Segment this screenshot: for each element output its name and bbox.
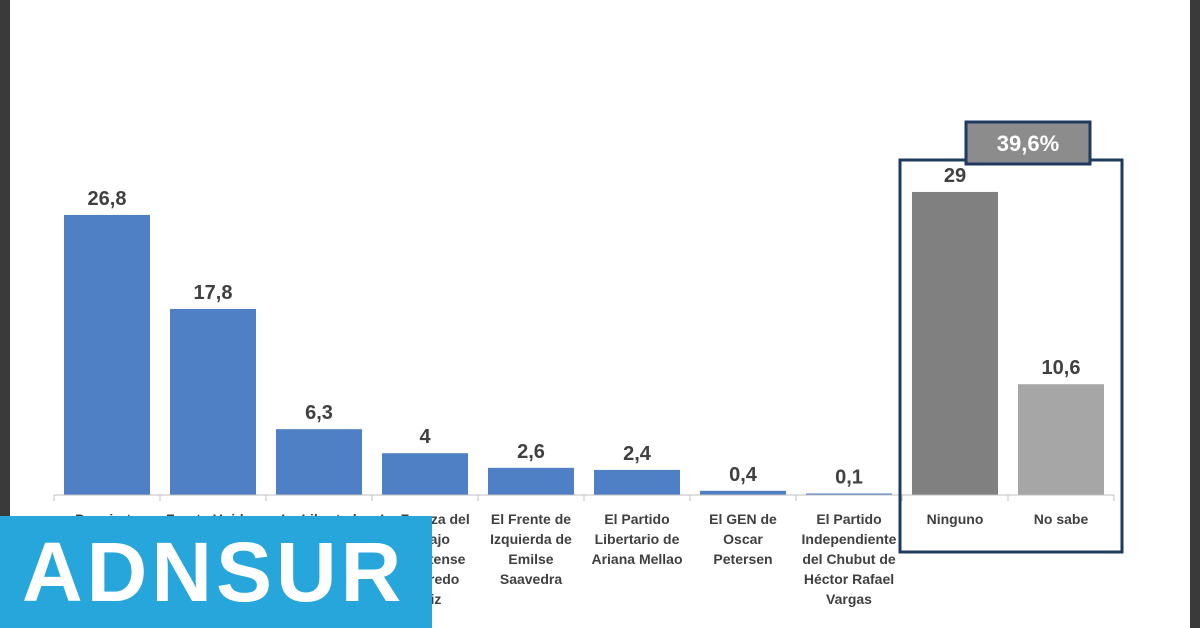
category-label-line: Héctor Rafael xyxy=(804,571,894,587)
value-label-8: 0,1 xyxy=(835,467,863,489)
category-label-line: Vargas xyxy=(826,591,872,607)
category-label-line: El GEN de xyxy=(709,511,777,527)
category-label-10: No sabe xyxy=(1034,511,1089,527)
category-label-7: El GEN de Oscar Petersen xyxy=(709,511,777,567)
category-label-line: Ninguno xyxy=(927,511,984,527)
highlight-total-tag xyxy=(964,120,1092,166)
value-label-9: 29 xyxy=(944,165,966,187)
value-labels-layer: 26,8 17,8 6,3 4 2,6 2,4 0,4 0,1 29 10,6 xyxy=(88,165,1081,489)
value-label-5: 2,6 xyxy=(517,441,545,463)
category-label-line: Independiente xyxy=(802,531,897,547)
adnsur-logo-banner: ADNSUR xyxy=(0,516,432,628)
bar-7 xyxy=(700,490,786,495)
category-label-line: No sabe xyxy=(1034,511,1089,527)
bars-layer xyxy=(64,191,1104,495)
bar-6 xyxy=(594,469,680,495)
x-axis xyxy=(53,494,1115,501)
value-label-10: 10,6 xyxy=(1042,357,1081,379)
value-label-7: 0,4 xyxy=(729,464,758,486)
value-label-6: 2,4 xyxy=(623,443,652,465)
category-label-line: El Partido xyxy=(816,511,881,527)
category-label-line: Ariana Mellao xyxy=(591,551,682,567)
value-label-1: 26,8 xyxy=(88,188,127,210)
category-label-line: El Frente de xyxy=(491,511,571,527)
category-label-line: Saavedra xyxy=(500,571,562,587)
value-label-4: 4 xyxy=(419,426,431,448)
category-label-line: Libertario de xyxy=(595,531,680,547)
category-label-8: El Partido Independiente del Chubut de Héct… xyxy=(802,511,897,607)
value-label-2: 17,8 xyxy=(194,282,233,304)
bar-9 xyxy=(912,191,998,495)
bar-10 xyxy=(1018,384,1104,495)
bar-3 xyxy=(276,429,362,495)
category-label-line: Oscar xyxy=(723,531,763,547)
category-label-line: Izquierda de xyxy=(490,531,572,547)
bar-8 xyxy=(806,493,892,495)
bar-4 xyxy=(382,453,468,495)
category-label-5: El Frente de Izquierda de Emilse Saavedra xyxy=(490,511,572,587)
left-frame-edge xyxy=(0,0,10,628)
category-label-line: Emilse xyxy=(508,551,553,567)
bar-1 xyxy=(64,214,150,495)
value-label-3: 6,3 xyxy=(305,402,333,424)
category-label-6: El Partido Libertario de Ariana Mellao xyxy=(591,511,682,567)
category-label-9: Ninguno xyxy=(927,511,984,527)
adnsur-logo: ADNSUR xyxy=(22,525,406,619)
category-label-line: El Partido xyxy=(604,511,669,527)
highlight-callout: 39,6% xyxy=(898,120,1124,554)
bar-2 xyxy=(170,308,256,495)
bar-5 xyxy=(488,467,574,495)
category-label-line: Petersen xyxy=(713,551,772,567)
highlight-total-label: 39,6% xyxy=(997,131,1059,156)
category-label-line: del Chubut de xyxy=(802,551,896,567)
right-frame-edge xyxy=(1190,0,1200,628)
